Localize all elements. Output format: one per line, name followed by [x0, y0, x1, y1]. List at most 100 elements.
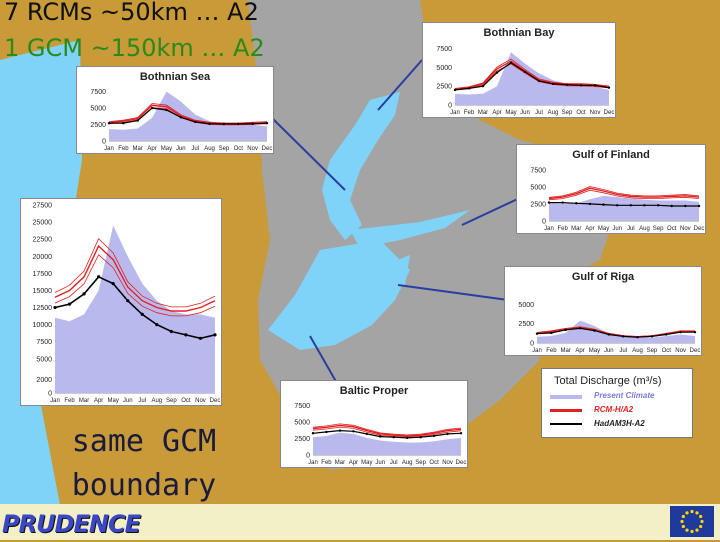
x-tick-label: Oct — [234, 146, 244, 152]
series-point-hadam3h-a2 — [379, 435, 382, 438]
series-line-rcm-h-a2 — [312, 426, 462, 438]
series-point-hadam3h-a2 — [67, 302, 72, 306]
series-point-hadam3h-a2 — [607, 86, 611, 89]
y-tick-label: 0 — [448, 103, 452, 110]
series-point-hadam3h-a2 — [107, 122, 111, 125]
series-point-hadam3h-a2 — [265, 122, 269, 125]
series-point-hadam3h-a2 — [352, 430, 355, 433]
series-point-hadam3h-a2 — [629, 204, 633, 207]
chart-panel-gulf-of-finland: Gulf of Finland 0 2500 5000 7500 Jan Feb Mar Apr… — [516, 144, 706, 234]
series-point-hadam3h-a2 — [169, 329, 173, 334]
x-tick-label: May — [505, 110, 516, 116]
x-tick-label: Aug — [632, 348, 643, 354]
y-tick-label: 7500 — [294, 403, 310, 410]
x-tick-label: Jun — [375, 460, 385, 466]
x-tick-label: Jan — [308, 460, 318, 466]
y-tick-label: 2000 — [36, 377, 52, 384]
footer-band — [0, 504, 720, 540]
series-line-hadam3h-a2 — [549, 201, 699, 207]
chart-total-basin: Total Baltic SeaDrainage Basin0200050007… — [33, 203, 221, 405]
x-tick-label: Jan — [50, 398, 60, 404]
baltic-proper-water — [268, 240, 410, 350]
x-tick-label: May — [361, 460, 372, 466]
series-area-present-climate — [109, 91, 267, 141]
y-tick-label: 5000 — [36, 356, 52, 363]
x-tick-label: Jun — [520, 110, 530, 116]
series-line-hadam3h-a2 — [312, 429, 462, 439]
x-tick-label: Aug — [402, 460, 413, 466]
series-line-rcm-h-a2 — [108, 103, 268, 124]
eu-star-icon — [685, 511, 689, 515]
legend-item-rcm: RCM-H/A2 — [550, 405, 690, 415]
chart-bothnian-bay: Bothnian Bay 0 2500 5000 7500 Jan Feb Mar Apr May… — [436, 27, 614, 116]
x-tick-label: Nov — [247, 146, 258, 152]
legend-item-present: Present Climate — [550, 391, 690, 401]
series-area-present-climate — [455, 52, 609, 105]
series-point-hadam3h-a2 — [446, 432, 449, 436]
series-line-rcm-h-a2 — [548, 187, 700, 200]
series-point-hadam3h-a2 — [184, 333, 188, 337]
series-point-hadam3h-a2 — [523, 70, 527, 74]
series-point-hadam3h-a2 — [495, 71, 499, 74]
series-line-hadam3h-a2 — [454, 62, 610, 91]
series-point-hadam3h-a2 — [650, 335, 654, 338]
legend: Total Discharge (m³/s) Present Climate R… — [541, 368, 693, 438]
x-tick-label: May — [589, 348, 600, 354]
legend-label-rcm: RCM-H/A2 — [594, 405, 634, 414]
eu-star-icon — [680, 519, 684, 524]
y-tick-label: 0 — [102, 139, 106, 146]
series-point-hadam3h-a2 — [550, 331, 553, 335]
x-tick-label: Dec — [694, 226, 705, 232]
series-point-hadam3h-a2 — [636, 336, 639, 339]
series-point-hadam3h-a2 — [684, 204, 687, 208]
x-tick-label: Apr — [585, 226, 594, 232]
gulf-of-finland-water — [350, 210, 470, 248]
x-tick-label: Feb — [464, 110, 475, 116]
series-area-present-climate — [549, 195, 699, 221]
legend-swatch-gcm — [550, 423, 582, 425]
y-tick-label: 5000 — [436, 65, 452, 72]
callout-lines — [271, 59, 525, 393]
series-point-hadam3h-a2 — [453, 88, 457, 92]
eu-star-icon — [681, 514, 685, 519]
chart-title: Baltic Proper — [340, 385, 409, 397]
series-point-hadam3h-a2 — [237, 122, 240, 126]
series-point-hadam3h-a2 — [405, 436, 409, 440]
x-tick-label: Jan — [104, 146, 114, 152]
series-point-hadam3h-a2 — [459, 432, 463, 435]
x-tick-label: Dec — [690, 348, 701, 354]
series-point-hadam3h-a2 — [578, 327, 582, 330]
series-point-hadam3h-a2 — [155, 323, 159, 327]
x-tick-label: Oct — [576, 110, 586, 116]
series-point-hadam3h-a2 — [392, 436, 395, 439]
series-point-hadam3h-a2 — [561, 201, 564, 204]
series-point-hadam3h-a2 — [325, 430, 328, 434]
series-point-hadam3h-a2 — [198, 336, 203, 340]
chart-title: Bothnian Bay — [484, 27, 556, 39]
x-tick-label: Apr — [349, 460, 358, 466]
series-point-hadam3h-a2 — [126, 299, 130, 303]
series-line-rcm-h-a2 — [548, 189, 700, 201]
series-point-hadam3h-a2 — [621, 335, 625, 338]
eu-flag-icon — [670, 506, 714, 537]
series-area-present-climate — [55, 225, 215, 393]
series-point-hadam3h-a2 — [467, 87, 471, 90]
x-tick-label: Nov — [195, 398, 206, 404]
x-tick-label: Aug — [204, 146, 215, 152]
x-tick-label: Jan — [450, 110, 460, 116]
eu-star-icon — [699, 524, 703, 529]
x-tick-label: Jul — [390, 460, 398, 466]
series-point-hadam3h-a2 — [670, 204, 673, 208]
x-tick-label: Oct — [181, 398, 191, 404]
y-tick-label: 7500 — [36, 339, 52, 346]
x-tick-label: Apr — [94, 398, 103, 404]
x-tick-label: Sep — [166, 398, 177, 404]
series-area-present-climate — [313, 432, 461, 455]
series-point-hadam3h-a2 — [665, 333, 668, 336]
chart-bothnian-sea: Bothnian Sea 0 2500 5000 7500 Jan Feb Mar Apr May… — [90, 71, 272, 152]
series-point-hadam3h-a2 — [551, 82, 555, 86]
chart-panel-total-basin: Total Baltic SeaDrainage Basin0200050007… — [20, 198, 222, 406]
series-line-rcm-h-a2 — [312, 424, 462, 437]
y-tick-label: 10000 — [33, 322, 53, 329]
y-tick-label: 22500 — [33, 237, 53, 244]
